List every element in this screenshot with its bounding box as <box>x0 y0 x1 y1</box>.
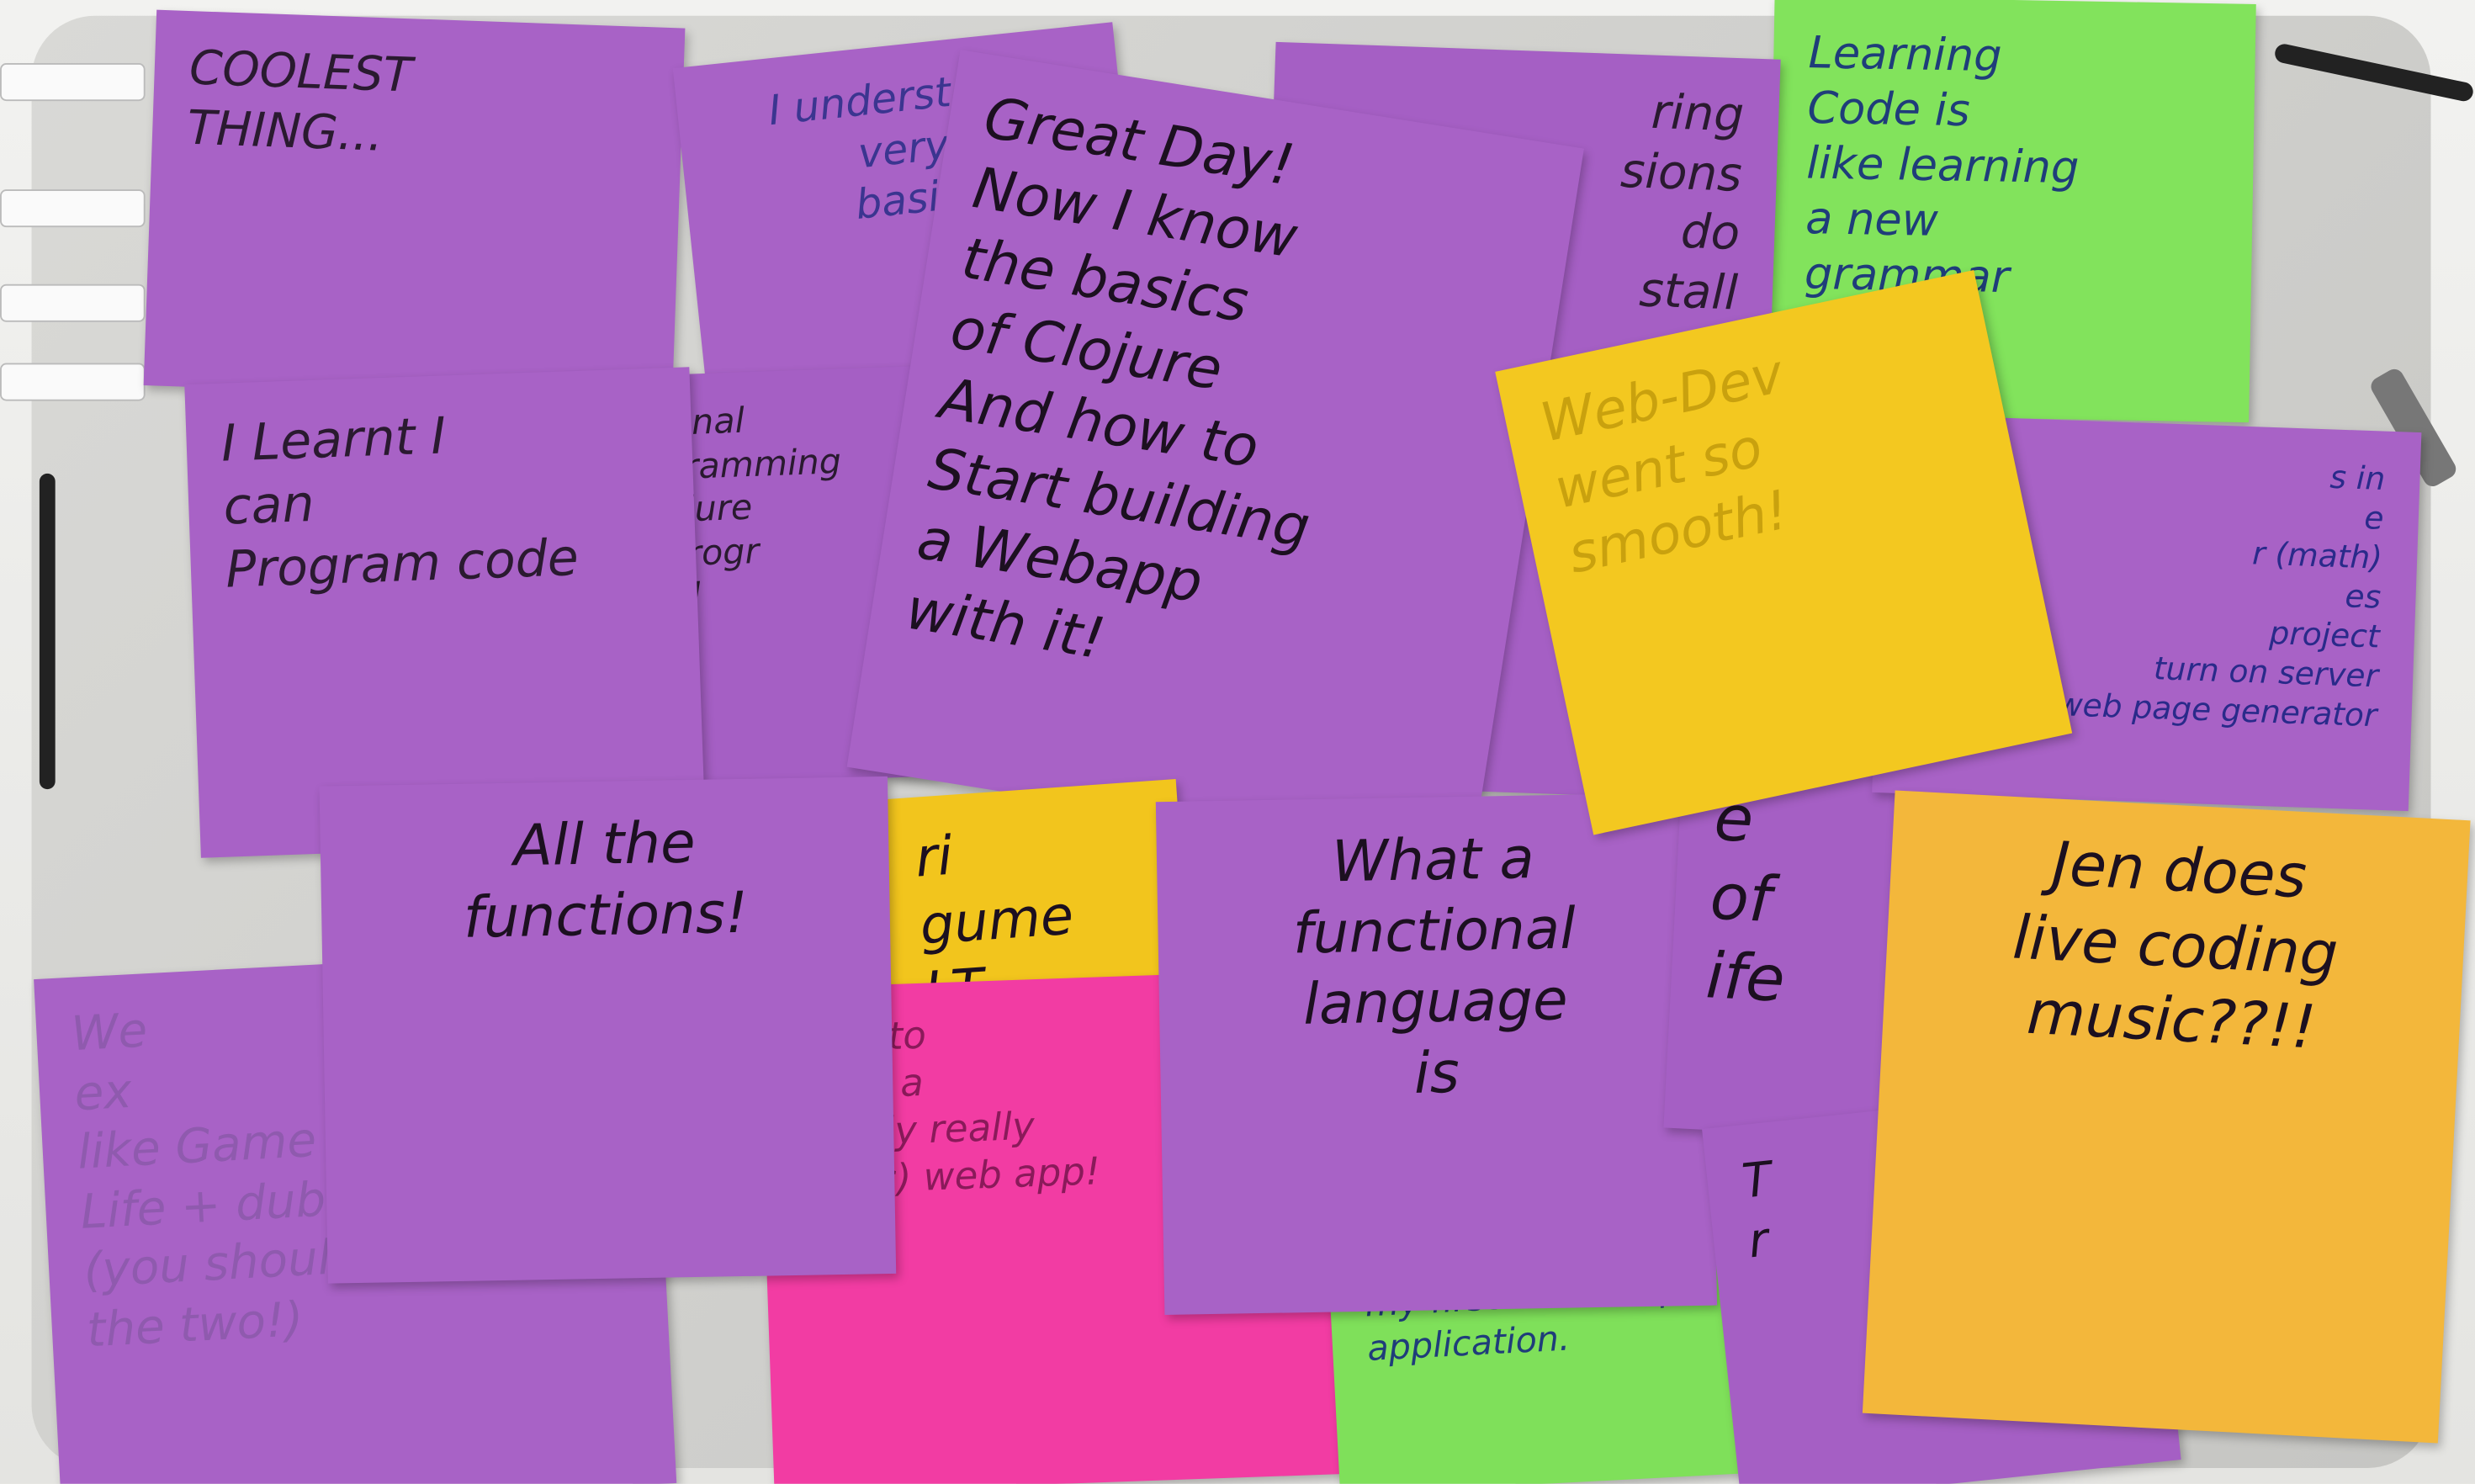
note-text: progr <box>665 532 761 575</box>
sticky-note: What a functional language is <box>1155 792 1718 1316</box>
note-text: language <box>1302 968 1569 1038</box>
usb-port <box>0 363 146 401</box>
sticky-note: COOLEST THING... <box>143 9 686 404</box>
note-text: functions! <box>463 881 749 951</box>
note-text: is <box>1413 1041 1460 1107</box>
note-text: like learning <box>1805 136 2080 194</box>
sticky-note: Jen does live coding music??!! <box>1862 790 2471 1444</box>
note-text: Learning <box>1808 26 2003 82</box>
note-text: What a <box>1331 827 1535 896</box>
note-text: ional <box>660 402 745 445</box>
usb-port <box>0 63 146 102</box>
note-text: Cl <box>666 569 898 620</box>
note-text: All the <box>512 811 697 880</box>
note-text: a new <box>1805 192 1939 247</box>
note-text: ojure <box>663 488 754 532</box>
usb-port <box>0 189 146 228</box>
sticky-note: Great Day! Now I know the basics of Clojure… <box>846 50 1584 867</box>
sticky-note: All the functions! <box>319 776 897 1284</box>
sticky-note: Web-Dev went so smooth! <box>1495 269 2073 835</box>
note-text: functional <box>1292 897 1577 967</box>
note-text: Code is <box>1807 82 1971 137</box>
usb-port <box>0 284 146 322</box>
cable <box>39 473 56 790</box>
note-text: gramming <box>661 442 842 488</box>
